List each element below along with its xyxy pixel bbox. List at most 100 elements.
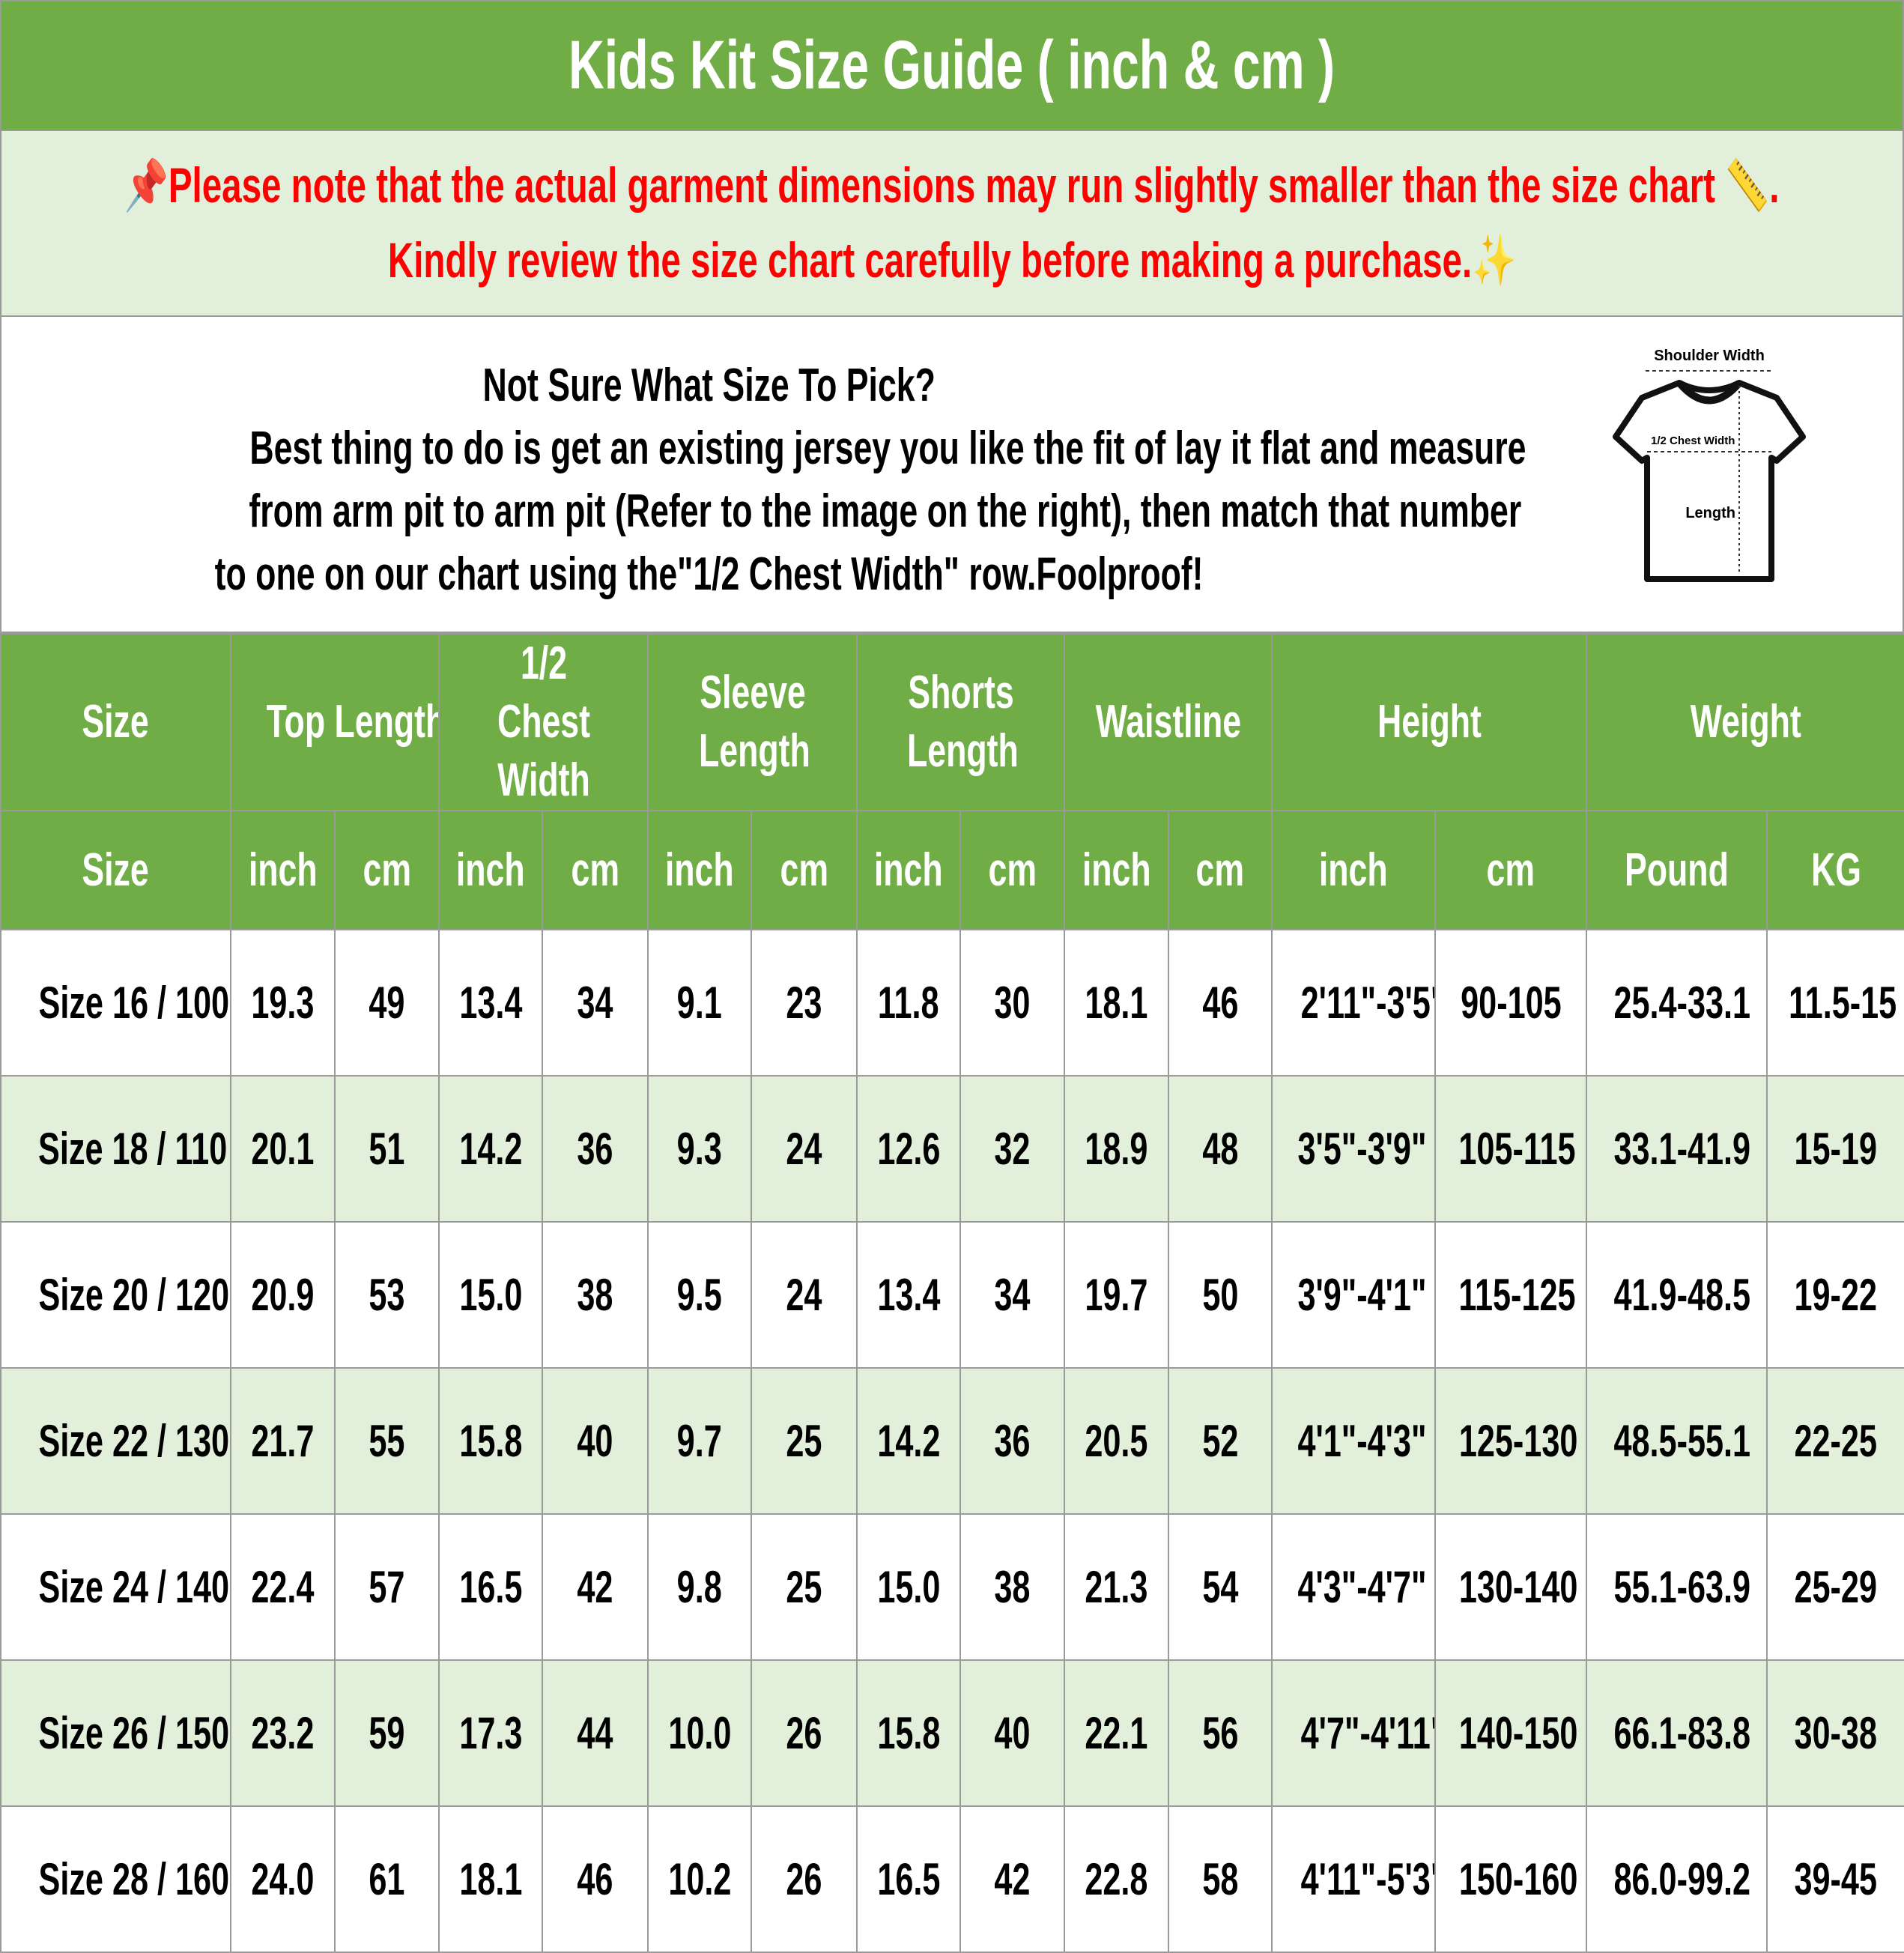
table-cell: 18.1 (438, 1805, 544, 1953)
table-cell: 9.3 (647, 1075, 753, 1223)
table-cell: 13.4 (856, 1221, 962, 1369)
table-cell: 50 (1168, 1221, 1273, 1369)
table-cell: 14.2 (856, 1367, 962, 1515)
table-cell: 38 (959, 1513, 1066, 1661)
table-cell: 115-125 (1434, 1221, 1588, 1369)
unit-header: cm (1168, 810, 1273, 930)
table-cell: 130-140 (1434, 1513, 1588, 1661)
table-cell: 44 (542, 1659, 649, 1807)
table-cell: 24 (751, 1221, 858, 1369)
table-cell: 90-105 (1434, 929, 1588, 1077)
table-cell: 25 (751, 1367, 858, 1515)
unit-header: cm (333, 810, 440, 930)
table-cell: 10.2 (647, 1805, 753, 1953)
table-cell: 3'9"-4'1" (1271, 1221, 1437, 1369)
shoulder-width-label: Shoulder Width (1654, 348, 1765, 364)
table-cell: 21.3 (1064, 1513, 1170, 1661)
table-cell: 36 (542, 1075, 649, 1223)
table-cell: 16.5 (438, 1513, 544, 1661)
table-cell: 61 (333, 1805, 440, 1953)
table-cell: 34 (542, 929, 649, 1077)
unit-header: Size (0, 810, 231, 930)
table-cell: Size 18 / 110 (0, 1075, 231, 1223)
table-cell: 4'3"-4'7" (1271, 1513, 1437, 1661)
table-cell: Size 28 / 160 (0, 1805, 231, 1953)
table-cell: 125-130 (1434, 1367, 1588, 1515)
page-title: Kids Kit Size Guide ( inch & cm ) (0, 0, 1904, 131)
unit-header-row: Size inch cm inch cm inch cm inch cm inch cm inch cm… (0, 810, 1904, 930)
table-cell: 42 (959, 1805, 1066, 1953)
table-cell: 2'11"-3'5" (1271, 929, 1437, 1077)
table-cell: 15.8 (856, 1659, 962, 1807)
table-row: Size 18 / 110 20.1 51 14.2 36 9.3 24 12.6 32 18.9… (0, 1075, 1904, 1223)
unit-header: inch (1064, 810, 1170, 930)
table-cell: 59 (333, 1659, 440, 1807)
column-group-header: Height (1271, 633, 1588, 811)
intro-section: Not Sure What Size To Pick? Best thing t… (0, 317, 1904, 633)
table-cell: 20.9 (230, 1221, 336, 1369)
table-cell: 18.1 (1064, 929, 1170, 1077)
column-group-header: Sleeve Length (647, 633, 858, 811)
table-cell: Size 20 / 120 (0, 1221, 231, 1369)
table-cell: Size 16 / 100 (0, 929, 231, 1077)
chest-width-label: 1/2 Chest Width (1651, 434, 1735, 447)
unit-header: inch (856, 810, 962, 930)
table-cell: 19.3 (230, 929, 336, 1077)
table-row: Size 24 / 140 22.4 57 16.5 42 9.8 25 15.0 38 21.3… (0, 1513, 1904, 1661)
table-cell: 9.8 (647, 1513, 753, 1661)
unit-header: cm (959, 810, 1066, 930)
table-cell: 9.1 (647, 929, 753, 1077)
table-cell: 55.1-63.9 (1586, 1513, 1768, 1661)
table-cell: 13.4 (438, 929, 544, 1077)
table-cell: 55 (333, 1367, 440, 1515)
table-cell: 4'1"-4'3" (1271, 1367, 1437, 1515)
table-cell: 20.5 (1064, 1367, 1170, 1515)
table-cell: 30 (959, 929, 1066, 1077)
table-cell: 17.3 (438, 1659, 544, 1807)
notice-banner: 📌Please note that the actual garment dim… (0, 131, 1904, 317)
table-cell: 4'7"-4'11" (1271, 1659, 1437, 1807)
table-cell: 15.8 (438, 1367, 544, 1515)
table-cell: 42 (542, 1513, 649, 1661)
unit-header: inch (1271, 810, 1437, 930)
unit-header: cm (542, 810, 649, 930)
group-header-row: Size Top Length 1/2 Chest Width Sleeve L… (0, 633, 1904, 811)
table-cell: 9.5 (647, 1221, 753, 1369)
tshirt-measurement-diagram: Shoulder Width 1/2 Chest Width Length (1613, 348, 1806, 582)
table-cell: 39-45 (1766, 1805, 1904, 1953)
table-cell: 15.0 (438, 1221, 544, 1369)
table-cell: 25 (751, 1513, 858, 1661)
table-cell: 32 (959, 1075, 1066, 1223)
table-cell: 58 (1168, 1805, 1273, 1953)
table-cell: 33.1-41.9 (1586, 1075, 1768, 1223)
table-cell: Size 26 / 150 (0, 1659, 231, 1807)
table-row: Size 16 / 100 19.3 49 13.4 34 9.1 23 11.8 30 18.1… (0, 929, 1904, 1077)
table-cell: 52 (1168, 1367, 1273, 1515)
table-cell: 105-115 (1434, 1075, 1588, 1223)
unit-header: inch (438, 810, 544, 930)
table-cell: 3'5"-3'9" (1271, 1075, 1437, 1223)
table-cell: 48 (1168, 1075, 1273, 1223)
table-cell: 38 (542, 1221, 649, 1369)
table-cell: 46 (542, 1805, 649, 1953)
table-cell: 51 (333, 1075, 440, 1223)
intro-line: from arm pit to arm pit (Refer to the im… (249, 485, 1522, 537)
table-cell: 22.8 (1064, 1805, 1170, 1953)
table-cell: 46 (1168, 929, 1273, 1077)
table-cell: 11.5-15 (1766, 929, 1904, 1077)
column-group-header: Weight (1586, 633, 1904, 811)
table-cell: 53 (333, 1221, 440, 1369)
table-cell: 66.1-83.8 (1586, 1659, 1768, 1807)
table-cell: 15-19 (1766, 1075, 1904, 1223)
table-cell: 21.7 (230, 1367, 336, 1515)
unit-header: cm (751, 810, 858, 930)
unit-header: cm (1434, 810, 1588, 930)
table-row: Size 28 / 160 24.0 61 18.1 46 10.2 26 16.5 42 22.… (0, 1805, 1904, 1953)
table-cell: 57 (333, 1513, 440, 1661)
table-cell: 48.5-55.1 (1586, 1367, 1768, 1515)
table-cell: 24.0 (230, 1805, 336, 1953)
table-cell: 23 (751, 929, 858, 1077)
intro-heading: Not Sure What Size To Pick? (482, 360, 936, 411)
table-cell: 22-25 (1766, 1367, 1904, 1515)
table-cell: 30-38 (1766, 1659, 1904, 1807)
